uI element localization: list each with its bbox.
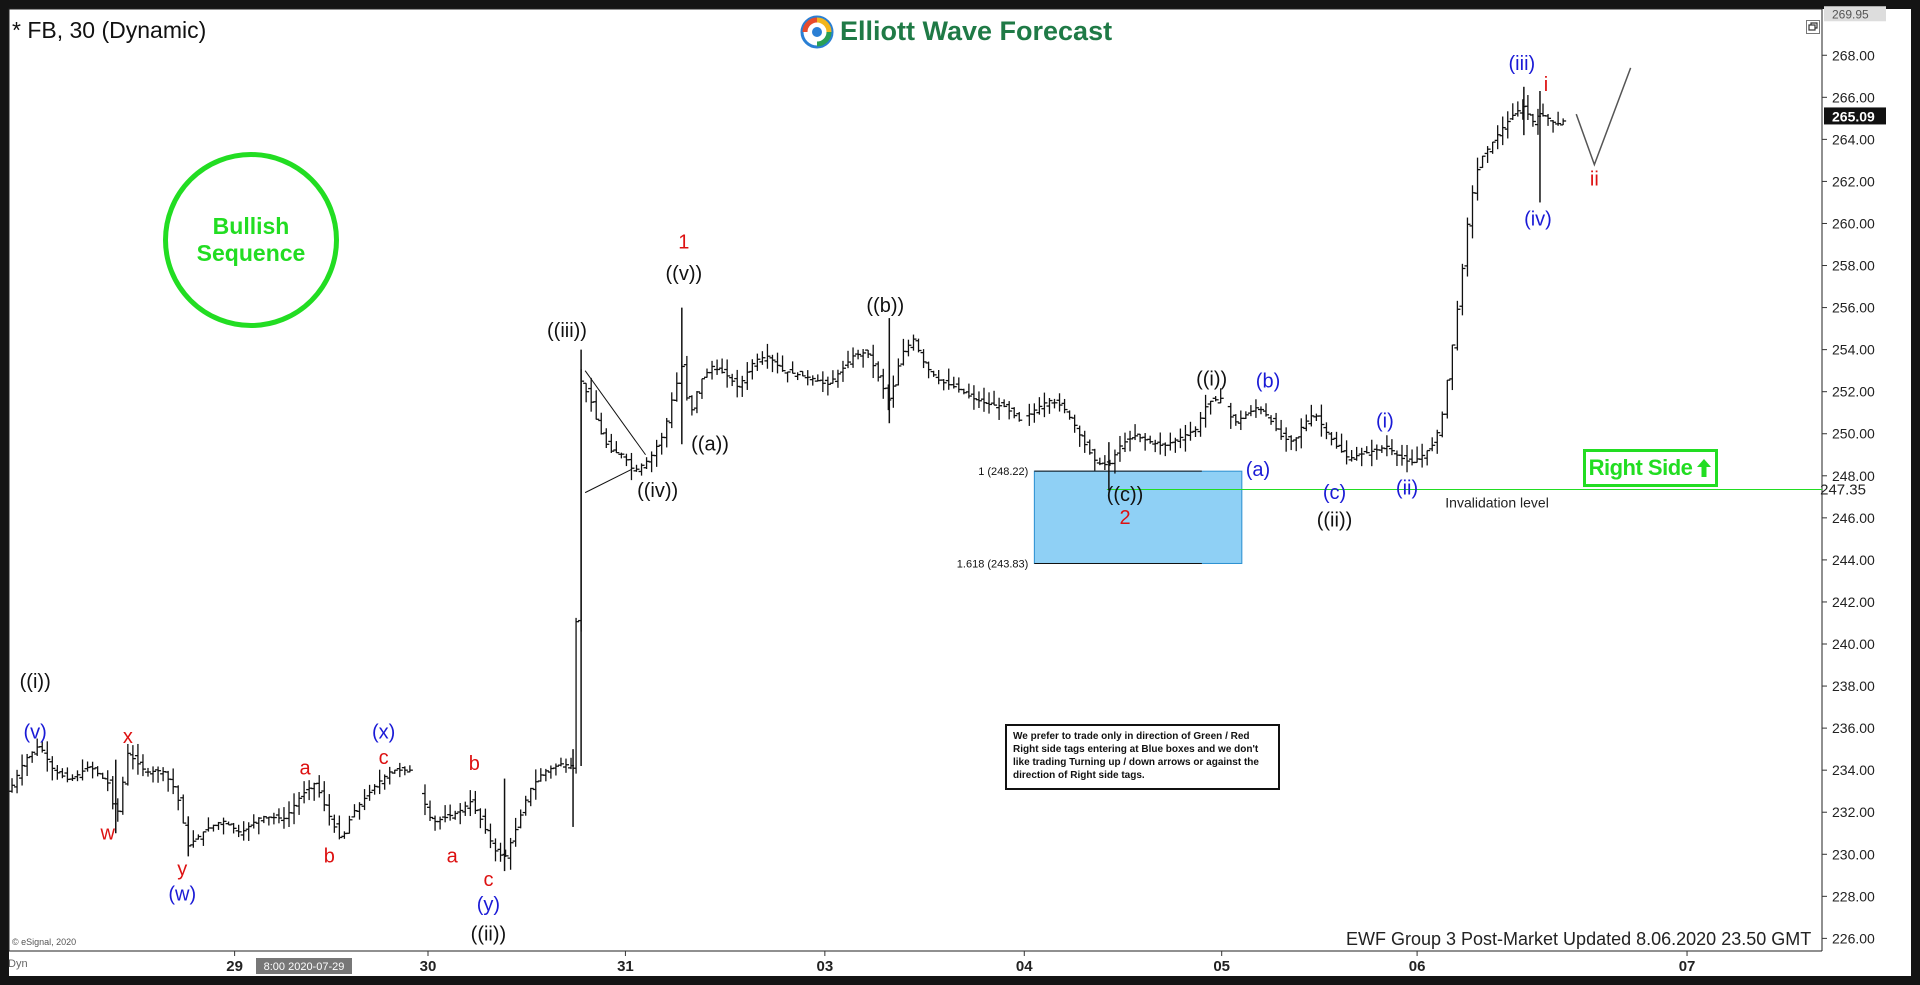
wave-label: b bbox=[469, 753, 480, 775]
wave-label: c bbox=[483, 869, 493, 891]
y-tick-label: 246.00 bbox=[1832, 510, 1875, 526]
wave-label: ii bbox=[1590, 169, 1599, 191]
data-source-label: © eSignal, 2020 bbox=[12, 937, 77, 947]
wave-label: a bbox=[300, 757, 312, 779]
y-tick-label: 248.00 bbox=[1832, 468, 1875, 484]
triangle-lower-line bbox=[584, 469, 632, 494]
y-tick-label: 228.00 bbox=[1832, 888, 1875, 904]
wave-label: 2 bbox=[1119, 507, 1130, 529]
y-tick-label: 258.00 bbox=[1832, 258, 1875, 274]
triangle-upper-line bbox=[584, 370, 646, 456]
y-tick-label: 256.00 bbox=[1832, 300, 1875, 316]
wave-label: (x) bbox=[372, 722, 395, 744]
wave-label: ((ii)) bbox=[471, 923, 507, 945]
wave-label: ((ii)) bbox=[1317, 509, 1353, 531]
wave-label: a bbox=[447, 846, 459, 868]
y-tick-label: 240.00 bbox=[1832, 636, 1875, 652]
crosshair-date-badge bbox=[256, 958, 352, 974]
x-tick-label: 03 bbox=[817, 958, 834, 975]
y-tick-label: 234.00 bbox=[1832, 762, 1875, 778]
blue-box-zone bbox=[1033, 470, 1243, 564]
last-price-badge bbox=[1824, 107, 1886, 125]
x-tick-label: 29 bbox=[226, 958, 243, 975]
x-tick-label: 04 bbox=[1016, 958, 1033, 975]
wave-label: i bbox=[1544, 74, 1548, 96]
wave-label: ((i)) bbox=[1196, 368, 1227, 390]
wave-label: (b) bbox=[1256, 370, 1280, 392]
wave-label: ((c)) bbox=[1107, 484, 1144, 506]
wave-label: (ii) bbox=[1396, 478, 1418, 500]
y-tick-label: 244.00 bbox=[1832, 552, 1875, 568]
wave-label: (iv) bbox=[1524, 209, 1552, 231]
x-tick-label: 30 bbox=[420, 958, 437, 975]
y-tick-label: 252.00 bbox=[1832, 384, 1875, 400]
last-price-label: 265.09 bbox=[1832, 108, 1875, 124]
wave-label: (w) bbox=[168, 884, 196, 906]
y-tick-label: 238.00 bbox=[1832, 678, 1875, 694]
right-side-label: Right Side bbox=[1588, 455, 1693, 480]
bullish-sequence-tag: Bullish Sequence bbox=[163, 152, 339, 328]
wave-label: (y) bbox=[477, 894, 500, 916]
ewf-logo-icon bbox=[800, 15, 834, 49]
wave-label: (a) bbox=[1246, 459, 1270, 481]
right-side-tag: Right Side bbox=[1583, 449, 1718, 487]
wave-label: (v) bbox=[24, 722, 47, 744]
wave-label: b bbox=[324, 846, 335, 868]
wave-label: ((a)) bbox=[691, 434, 729, 456]
brand-logo: Elliott Wave Forecast bbox=[796, 10, 1122, 52]
wave-label: w bbox=[99, 823, 115, 845]
y-tick-label: 260.00 bbox=[1832, 215, 1875, 231]
top-price-label: 269.95 bbox=[1832, 7, 1869, 21]
y-tick-label: 232.00 bbox=[1832, 804, 1875, 820]
wave-label: ((b)) bbox=[866, 295, 904, 317]
price-bars bbox=[9, 86, 1567, 872]
dynamic-mode-label: Dyn bbox=[8, 958, 28, 970]
invalidation-value: 247.35 bbox=[1820, 481, 1866, 498]
y-tick-label: 250.00 bbox=[1832, 426, 1875, 442]
y-tick-label: 254.00 bbox=[1832, 342, 1875, 358]
wave-label: (c) bbox=[1323, 482, 1346, 504]
wave-label: 1 bbox=[678, 232, 689, 254]
restore-window-icon[interactable] bbox=[1806, 20, 1820, 34]
update-note: EWF Group 3 Post-Market Updated 8.06.202… bbox=[1346, 929, 1812, 949]
wave-label: ((iv)) bbox=[637, 480, 678, 502]
y-tick-label: 242.00 bbox=[1832, 594, 1875, 610]
wave-label: y bbox=[177, 858, 187, 880]
y-tick-label: 268.00 bbox=[1832, 47, 1875, 63]
wave-label: x bbox=[123, 726, 133, 748]
fib-level-label: 1 (248.22) bbox=[978, 466, 1028, 478]
wave-label: c bbox=[379, 747, 389, 769]
y-tick-label: 262.00 bbox=[1832, 173, 1875, 189]
x-tick-label: 06 bbox=[1409, 958, 1426, 975]
y-tick-label: 264.00 bbox=[1832, 131, 1875, 147]
y-tick-label: 226.00 bbox=[1832, 930, 1875, 946]
y-tick-label: 266.00 bbox=[1832, 89, 1875, 105]
up-arrow-icon bbox=[1697, 459, 1712, 477]
fib-level-label: 1.618 (243.83) bbox=[957, 558, 1029, 570]
wave-label: ((i)) bbox=[20, 671, 51, 693]
invalidation-label: Invalidation level bbox=[1445, 494, 1549, 510]
x-tick-label: 31 bbox=[617, 958, 634, 975]
wave-label: ((v)) bbox=[666, 263, 703, 285]
price-scale bbox=[1822, 9, 1911, 951]
crosshair-date-label: 8:00 2020-07-29 bbox=[264, 961, 345, 973]
bullish-tag-line-1: Bullish bbox=[212, 213, 290, 239]
trading-disclaimer: We prefer to trade only in direction of … bbox=[1005, 724, 1280, 790]
top-price-badge bbox=[1824, 6, 1886, 22]
plot-area bbox=[8, 8, 1823, 952]
wave-label: ((iii)) bbox=[547, 320, 587, 342]
brand-name: Elliott Wave Forecast bbox=[840, 15, 1113, 46]
wave-label: (iii) bbox=[1509, 53, 1536, 75]
projection-path bbox=[1575, 67, 1632, 167]
y-tick-label: 230.00 bbox=[1832, 846, 1875, 862]
symbol-title: * FB, 30 (Dynamic) bbox=[12, 17, 207, 43]
x-tick-label: 07 bbox=[1679, 958, 1696, 975]
x-tick-label: 05 bbox=[1213, 958, 1230, 975]
y-tick-label: 236.00 bbox=[1832, 720, 1875, 736]
wave-label: (i) bbox=[1376, 410, 1394, 432]
bullish-tag-line-2: Sequence bbox=[196, 240, 306, 266]
